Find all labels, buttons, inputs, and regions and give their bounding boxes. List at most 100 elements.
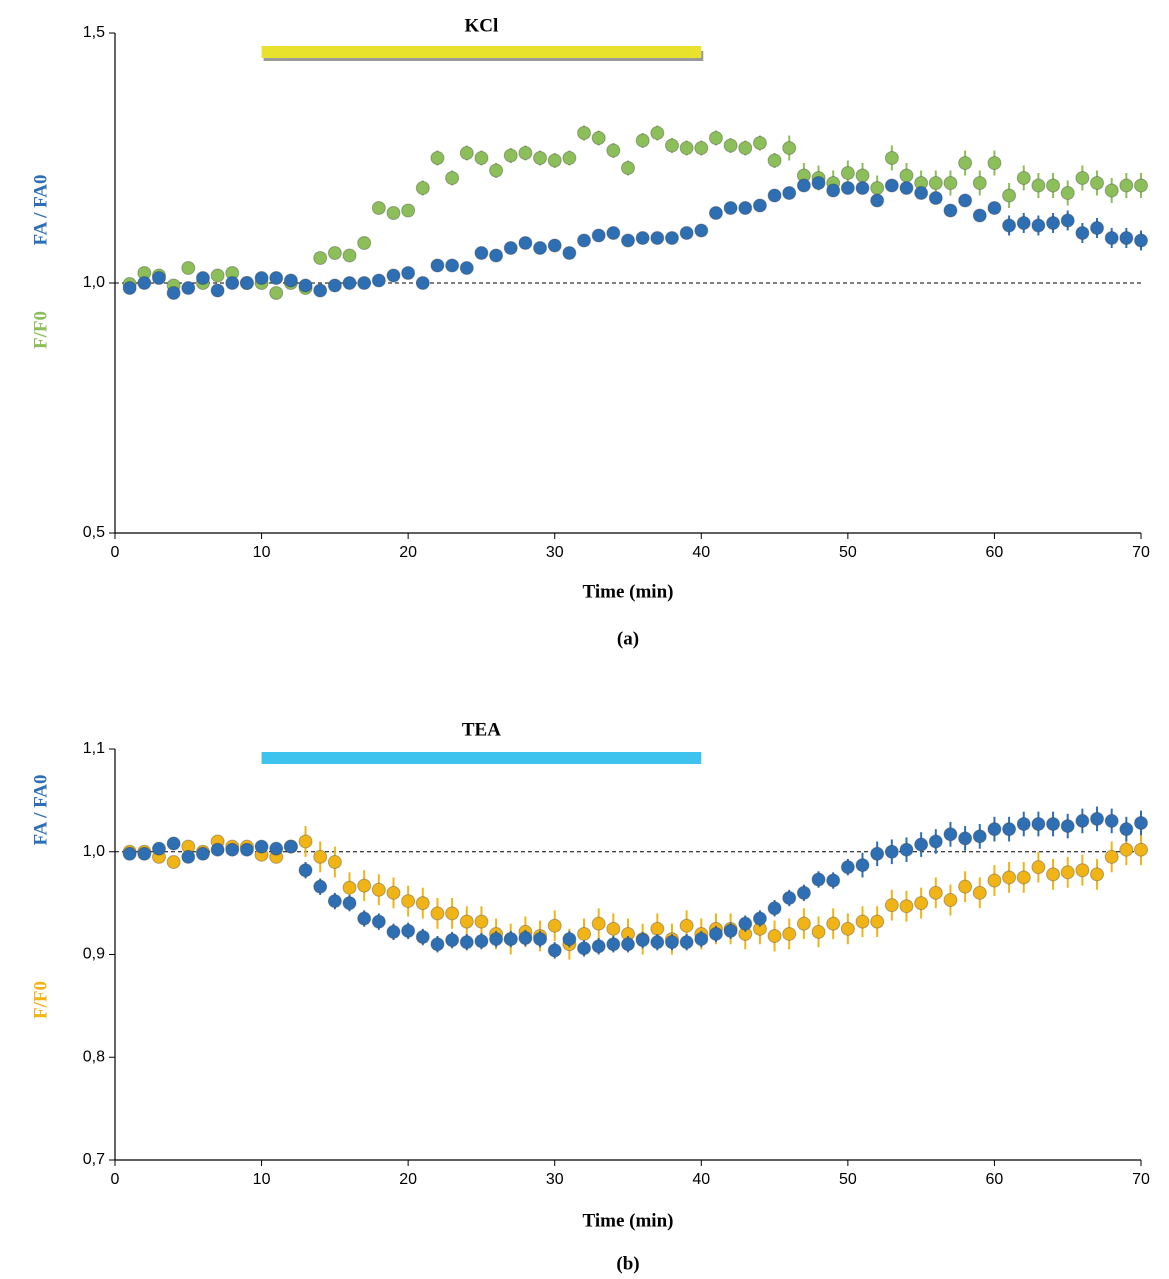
data-point (621, 161, 635, 175)
data-point (606, 937, 621, 952)
data-point (401, 203, 416, 218)
data-point (1119, 231, 1134, 245)
data-point (1090, 176, 1105, 190)
data-point (1031, 817, 1046, 832)
data-point (225, 276, 240, 290)
data-point (151, 841, 166, 856)
data-point (430, 937, 445, 952)
data-point (708, 131, 723, 145)
data-point (1016, 817, 1031, 832)
x-tick-label: 30 (546, 1171, 564, 1188)
data-point (621, 233, 635, 248)
data-point (855, 914, 870, 929)
x-axis-title: Time (min) (583, 1210, 674, 1231)
data-point (533, 151, 548, 165)
y-tick-label: 0,7 (83, 1151, 105, 1168)
data-point (899, 181, 914, 195)
data-point (313, 283, 328, 298)
data-point (694, 141, 709, 155)
data-point (987, 156, 1002, 170)
y-tick-label: 1,5 (83, 24, 105, 41)
x-tick-label: 40 (692, 1171, 710, 1188)
data-point (1075, 171, 1090, 185)
data-point (635, 231, 650, 245)
data-point (1002, 188, 1017, 203)
data-point (503, 932, 518, 947)
data-point (591, 939, 606, 954)
x-tick-label: 50 (839, 544, 857, 561)
y-axis-title: F/F0 (30, 311, 51, 349)
data-point (1119, 822, 1134, 837)
data-point (664, 231, 679, 245)
data-point (1119, 842, 1134, 857)
data-point (635, 933, 650, 948)
y-axis-title: FA / FA0 (30, 174, 51, 245)
data-point (1060, 186, 1075, 200)
data-point (342, 276, 357, 290)
data-point (958, 193, 973, 208)
data-point (562, 246, 577, 260)
x-axis-title: Time (min) (583, 581, 674, 602)
data-point (327, 246, 342, 260)
data-point (357, 236, 372, 250)
data-point (547, 238, 562, 253)
data-point (767, 929, 782, 944)
x-tick-label: 10 (253, 1171, 271, 1188)
data-point (577, 233, 592, 248)
data-point (606, 226, 621, 240)
data-point (679, 226, 694, 240)
data-point (1060, 213, 1075, 228)
data-point (415, 181, 430, 195)
data-point (137, 846, 152, 861)
x-tick-label: 10 (253, 544, 271, 561)
data-point (1002, 822, 1017, 837)
data-point (386, 885, 401, 900)
data-point (445, 906, 460, 921)
data-point (489, 163, 504, 178)
y-axis-title: FA / FA0 (30, 774, 51, 845)
data-point (914, 837, 929, 852)
data-point (371, 201, 386, 215)
data-point (137, 276, 152, 290)
panel-label: (a) (617, 628, 639, 649)
data-point (899, 168, 914, 183)
data-point (503, 241, 518, 255)
data-point (342, 880, 357, 895)
data-point (621, 937, 635, 952)
data-point (1046, 178, 1061, 193)
data-point (884, 178, 899, 193)
data-point (987, 873, 1002, 888)
data-point (664, 935, 679, 950)
y-tick-label: 1,0 (83, 274, 105, 291)
data-point (826, 916, 841, 931)
data-point (430, 151, 445, 165)
y-tick-label: 0,8 (83, 1048, 105, 1065)
data-point (870, 193, 885, 208)
data-point (269, 286, 284, 300)
data-point (1060, 865, 1075, 880)
data-point (357, 911, 372, 926)
data-point (489, 932, 504, 947)
data-point (371, 273, 386, 288)
data-point (591, 131, 606, 145)
data-point (738, 916, 753, 931)
data-point (503, 148, 518, 163)
data-point (577, 941, 592, 956)
data-point (283, 273, 298, 288)
data-point (386, 206, 401, 220)
data-point (225, 842, 240, 857)
data-point (782, 186, 797, 200)
data-point (1031, 860, 1046, 875)
data-point (811, 872, 826, 887)
data-point (943, 176, 958, 190)
data-point (987, 201, 1002, 215)
data-point (122, 281, 137, 295)
data-point (166, 836, 181, 851)
data-point (1031, 178, 1046, 193)
data-point (210, 842, 225, 857)
data-point (782, 890, 797, 905)
data-point (562, 932, 577, 947)
data-point (1104, 231, 1119, 245)
data-point (870, 181, 885, 195)
